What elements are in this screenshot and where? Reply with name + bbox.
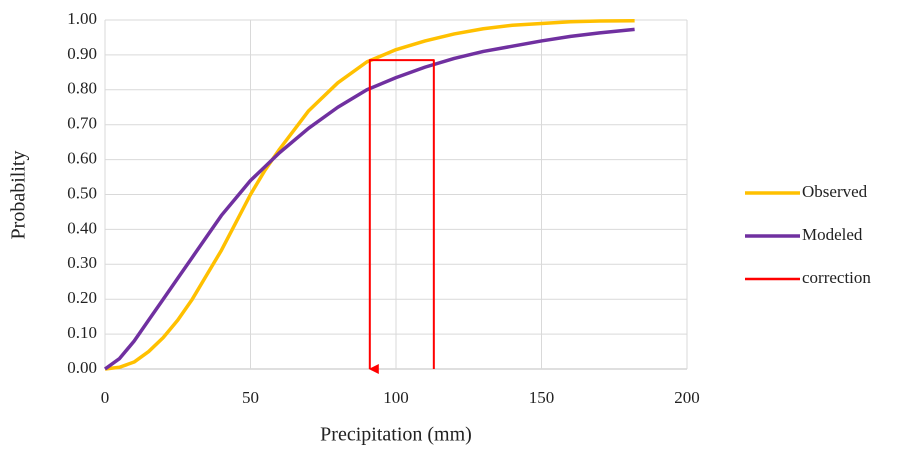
legend-label: Observed [802,182,868,201]
x-tick-label: 50 [242,388,259,407]
y-tick-label: 0.40 [67,218,97,237]
x-tick-label: 150 [529,388,555,407]
y-tick-label: 0.60 [67,149,97,168]
x-tick-label: 200 [674,388,700,407]
y-tick-label: 0.70 [67,114,97,133]
series-line [368,59,435,374]
y-tick-label: 0.20 [67,288,97,307]
legend-label: Modeled [802,225,863,244]
x-tick-label: 100 [383,388,409,407]
y-tick-label: 0.30 [67,253,97,272]
x-tick-label: 0 [101,388,110,407]
y-axis-label: Probability [8,151,30,240]
y-tick-label: 0.80 [67,79,97,98]
x-axis-label: Precipitation (mm) [320,424,472,446]
grid [104,19,688,370]
series-line [104,18,635,371]
y-tick-label: 0.00 [67,358,97,377]
y-tick-label: 0.90 [67,44,97,63]
plot [103,18,635,374]
series-line [103,27,635,371]
legend-label: correction [802,268,871,287]
y-tick-label: 1.00 [67,9,97,28]
y-tick-label: 0.50 [67,183,97,202]
y-tick-label: 0.10 [67,323,97,342]
